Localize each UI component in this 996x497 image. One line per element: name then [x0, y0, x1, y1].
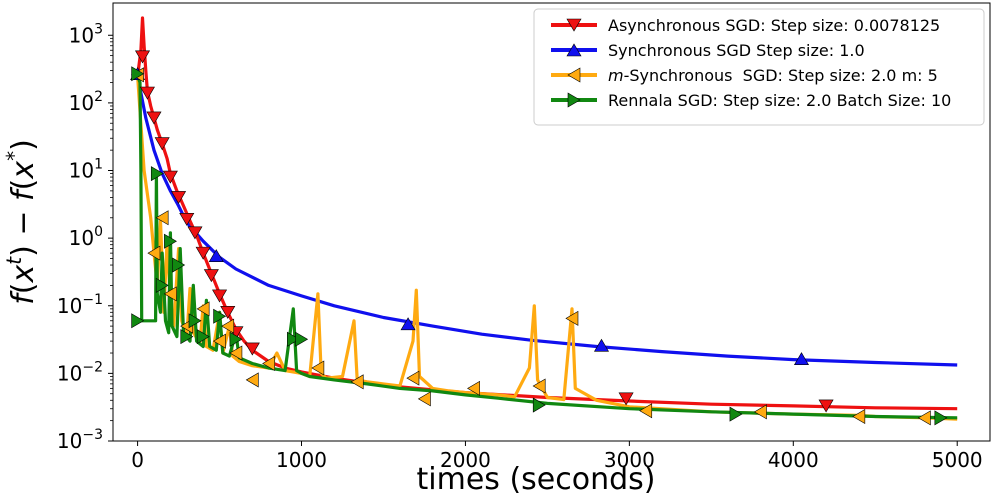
series-marker-3 [934, 410, 948, 426]
legend-label-synchronous-sgd: Synchronous SGD Step size: 1.0 [608, 41, 865, 60]
series-marker-0 [134, 50, 151, 64]
x-tick-label: 0 [131, 448, 144, 472]
series-marker-3 [155, 277, 169, 293]
series-marker-3 [229, 331, 243, 347]
series-marker-0 [187, 226, 203, 240]
series-marker-3 [150, 166, 164, 182]
y-tick-label: 10−1 [57, 292, 103, 318]
series-marker-0 [220, 306, 236, 319]
series-marker-3 [729, 406, 743, 422]
series-marker-2 [147, 245, 161, 261]
series-marker-2 [196, 301, 210, 317]
series-marker-1 [400, 317, 416, 331]
series-marker-2 [532, 378, 546, 394]
series-marker-2 [311, 360, 325, 376]
series-marker-0 [244, 342, 260, 356]
series-marker-3 [295, 331, 309, 347]
series-marker-0 [203, 269, 219, 283]
series-marker-2 [565, 310, 579, 326]
legend-label-m-synchronous-sgd: m-Synchronous SGD: Step size: 2.0 m: 5 [608, 66, 938, 85]
series-marker-0 [818, 399, 834, 413]
series-marker-3 [287, 331, 300, 347]
marker-layer [130, 50, 948, 426]
x-tick-label: 2000 [440, 448, 491, 472]
series-marker-2 [350, 374, 364, 390]
series-line-1 [136, 75, 958, 367]
series-marker-3 [164, 233, 177, 249]
series-marker-2 [406, 370, 420, 386]
series-marker-0 [212, 289, 228, 303]
legend-label-rennala-sgd: Rennala SGD: Step size: 2.0 Batch Size: … [608, 91, 951, 110]
series-marker-2 [221, 318, 235, 334]
series-marker-3 [196, 329, 210, 345]
series-line-3 [136, 75, 958, 420]
y-axis-title: f(xt) − f(x*) [2, 139, 41, 305]
series-marker-3 [172, 257, 186, 273]
series-marker-2 [212, 333, 226, 349]
y-tick-label: 103 [69, 21, 103, 47]
legend-item-rennala-sgd: Rennala SGD: Step size: 2.0 Batch Size: … [551, 91, 951, 110]
series-marker-0 [139, 86, 155, 100]
x-tick-label: 4000 [768, 448, 819, 472]
series-marker-2 [639, 403, 653, 419]
y-tick-label: 101 [69, 157, 103, 183]
x-axis-title: times (seconds) [417, 462, 656, 497]
triangle-up-icon [566, 43, 582, 57]
legend-box [533, 8, 985, 126]
x-tick-label: 1000 [276, 448, 327, 472]
series-marker-0 [162, 170, 178, 184]
y-axis: 10−3 10−2 10−1 100 101 102 103 [57, 21, 113, 453]
triangle-left-icon [567, 67, 581, 83]
x-tick-label: 3000 [604, 448, 655, 472]
triangle-right-icon [567, 92, 581, 108]
legend-item-synchronous-sgd: Synchronous SGD Step size: 1.0 [551, 41, 865, 60]
series-marker-0 [195, 246, 211, 260]
series-marker-0 [146, 111, 162, 125]
x-tick-label: 5000 [932, 448, 983, 472]
series-marker-2 [229, 345, 243, 361]
series-marker-2 [155, 210, 169, 226]
series-marker-2 [467, 380, 480, 396]
series-marker-3 [131, 313, 145, 329]
series-marker-3 [213, 308, 227, 324]
legend-item-m-synchronous-sgd: m-Synchronous SGD: Step size: 2.0 m: 5 [551, 66, 938, 85]
series-marker-0 [618, 392, 634, 406]
series-marker-0 [171, 191, 187, 205]
series-marker-2 [417, 391, 431, 407]
y-tick-label: 10−3 [57, 427, 103, 453]
legend: Asynchronous SGD: Step size: 0.0078125 S… [533, 8, 985, 126]
series-marker-1 [208, 249, 224, 262]
legend-label-asynchronous-sgd: Asynchronous SGD: Step size: 0.0078125 [608, 16, 940, 35]
y-tick-label: 10−2 [57, 359, 103, 385]
series-marker-0 [179, 212, 195, 226]
triangle-down-icon [566, 18, 582, 32]
series-marker-2 [262, 355, 276, 372]
x-axis: 0 1000 2000 3000 4000 5000 [131, 441, 983, 472]
series-marker-2 [753, 404, 767, 420]
series-marker-0 [154, 137, 170, 151]
series-marker-1 [793, 352, 810, 365]
y-tick-label: 102 [69, 89, 103, 115]
series-marker-1 [593, 338, 610, 352]
legend-item-asynchronous-sgd: Asynchronous SGD: Step size: 0.0078125 [551, 16, 940, 35]
series-marker-2 [245, 372, 259, 388]
series-marker-2 [917, 410, 931, 426]
series-marker-3 [131, 66, 145, 82]
series-marker-3 [532, 397, 546, 413]
series-marker-3 [180, 329, 194, 345]
y-tick-label: 100 [69, 224, 103, 250]
series-marker-2 [852, 409, 866, 425]
series-marker-2 [163, 286, 177, 302]
series-marker-3 [188, 313, 202, 329]
